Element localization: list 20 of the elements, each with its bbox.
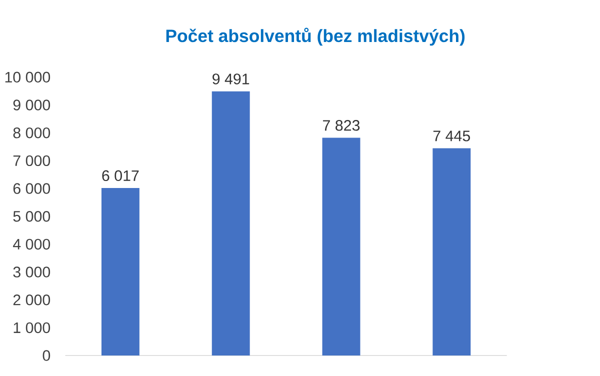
bar	[432, 148, 471, 356]
bar	[322, 138, 360, 356]
y-tick-label: 0	[42, 350, 50, 362]
data-label: 9 491	[212, 74, 250, 84]
y-tick-label: 6 000	[13, 183, 50, 194]
y-tick-label: 10 000	[5, 72, 50, 83]
y-tick-label: 8 000	[13, 128, 50, 138]
data-label: 7 445	[433, 130, 470, 142]
data-label: 6 017	[102, 170, 139, 182]
y-tick-label: 4 000	[13, 238, 50, 250]
y-tick-label: 9 000	[13, 100, 50, 110]
bar	[101, 188, 140, 356]
y-tick-label: 2 000	[13, 294, 50, 306]
y-tick-label: 7 000	[13, 155, 50, 166]
data-label: 7 823	[323, 120, 360, 131]
bar	[212, 91, 250, 356]
y-tick-label: 3 000	[13, 266, 50, 278]
y-tick-label: 5 000	[13, 211, 50, 222]
y-tick-label: 1 000	[14, 322, 50, 334]
chart-title: Počet absolventů (bez mladistvých)	[166, 28, 465, 46]
